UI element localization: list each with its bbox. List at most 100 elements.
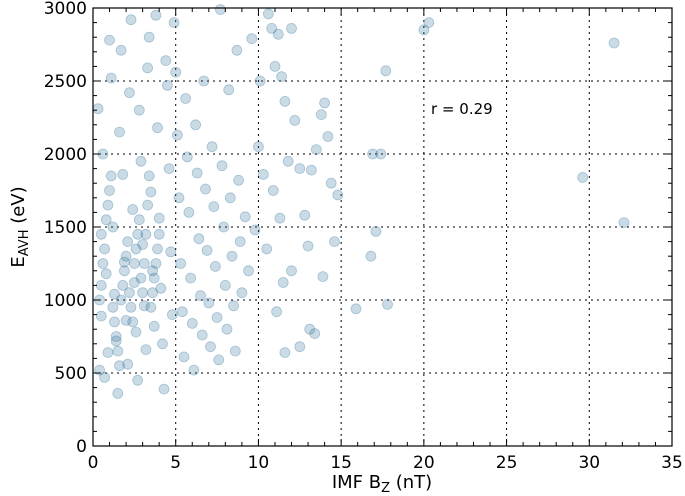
data-point — [176, 306, 188, 318]
data-point — [329, 236, 340, 248]
data-point — [147, 287, 159, 299]
data-point — [319, 97, 331, 109]
data-point — [127, 316, 139, 328]
data-point — [375, 148, 387, 160]
data-point — [161, 80, 173, 91]
data-point — [181, 151, 193, 163]
x-tick-label-3: 15 — [330, 453, 352, 473]
data-point — [117, 279, 129, 291]
data-point — [209, 260, 221, 272]
axis-ticks — [92, 7, 673, 447]
data-point — [112, 345, 124, 357]
data-point — [382, 298, 393, 310]
data-point — [206, 141, 218, 153]
data-point — [163, 163, 175, 175]
data-point — [145, 301, 157, 313]
data-point — [249, 224, 261, 236]
data-point — [125, 14, 137, 26]
data-point — [104, 34, 115, 46]
data-point — [145, 186, 157, 198]
data-point — [370, 225, 382, 237]
data-point — [183, 206, 195, 218]
data-point — [418, 24, 430, 36]
data-point — [110, 335, 122, 347]
data-point — [114, 360, 125, 372]
data-point — [271, 306, 283, 318]
data-point — [234, 236, 246, 248]
data-point — [279, 347, 291, 359]
data-point — [231, 44, 243, 56]
data-point — [107, 301, 119, 313]
data-point — [92, 103, 104, 115]
data-point — [276, 71, 288, 82]
data-point — [100, 214, 112, 226]
data-point — [114, 126, 125, 138]
data-point — [117, 168, 129, 180]
data-point — [188, 364, 200, 376]
data-point — [123, 287, 135, 299]
data-point — [170, 66, 182, 78]
data-point — [272, 28, 284, 40]
data-point — [365, 250, 377, 262]
data-point — [224, 192, 236, 204]
data-point — [155, 282, 167, 294]
data-point — [332, 189, 344, 201]
x-tick-label-0: 0 — [88, 453, 99, 473]
data-point — [243, 265, 254, 277]
grid-lines — [93, 8, 672, 446]
data-point — [261, 243, 273, 255]
x-tick-label-5: 25 — [496, 453, 518, 473]
data-point — [302, 240, 314, 252]
data-point — [122, 358, 134, 370]
data-point — [100, 268, 112, 280]
data-point — [211, 312, 223, 323]
y-tick-label-4: 2000 — [44, 145, 87, 165]
data-point — [122, 236, 134, 248]
data-point — [315, 109, 327, 120]
data-point — [95, 279, 107, 291]
data-point — [309, 328, 321, 340]
data-point — [254, 75, 266, 87]
data-point — [143, 170, 155, 182]
y-axis-title: EAVH (eV) — [8, 186, 32, 267]
data-point — [299, 209, 311, 221]
data-point — [115, 44, 127, 56]
data-point — [294, 341, 306, 353]
data-point — [233, 174, 245, 186]
data-point — [127, 204, 139, 215]
data-point — [180, 93, 192, 104]
data-point — [135, 155, 147, 167]
data-point — [153, 212, 165, 224]
data-point — [423, 17, 435, 29]
data-point — [152, 243, 163, 255]
data-point — [140, 344, 152, 356]
data-point — [97, 258, 109, 269]
data-point — [325, 177, 337, 189]
data-point — [119, 265, 130, 277]
data-point — [200, 183, 211, 195]
data-point — [350, 303, 362, 315]
data-point — [123, 87, 135, 99]
data-point — [269, 61, 281, 72]
x-tick-label-6: 30 — [578, 453, 600, 473]
data-point — [221, 323, 233, 335]
data-point — [120, 250, 132, 262]
y-tick-label-6: 3000 — [44, 0, 87, 19]
data-point — [608, 37, 620, 49]
data-point — [152, 122, 163, 134]
data-point — [109, 316, 120, 328]
data-point — [110, 331, 122, 342]
data-point — [168, 17, 180, 29]
data-point — [218, 221, 230, 233]
data-point — [135, 272, 147, 284]
data-point — [191, 167, 203, 179]
data-point — [133, 104, 145, 116]
y-tick-label-5: 2500 — [44, 72, 87, 92]
data-point — [186, 317, 198, 329]
data-point — [142, 199, 154, 211]
data-point — [171, 129, 183, 141]
data-point — [150, 9, 162, 21]
data-point — [132, 374, 144, 386]
data-point — [216, 160, 228, 172]
data-point — [137, 287, 149, 299]
